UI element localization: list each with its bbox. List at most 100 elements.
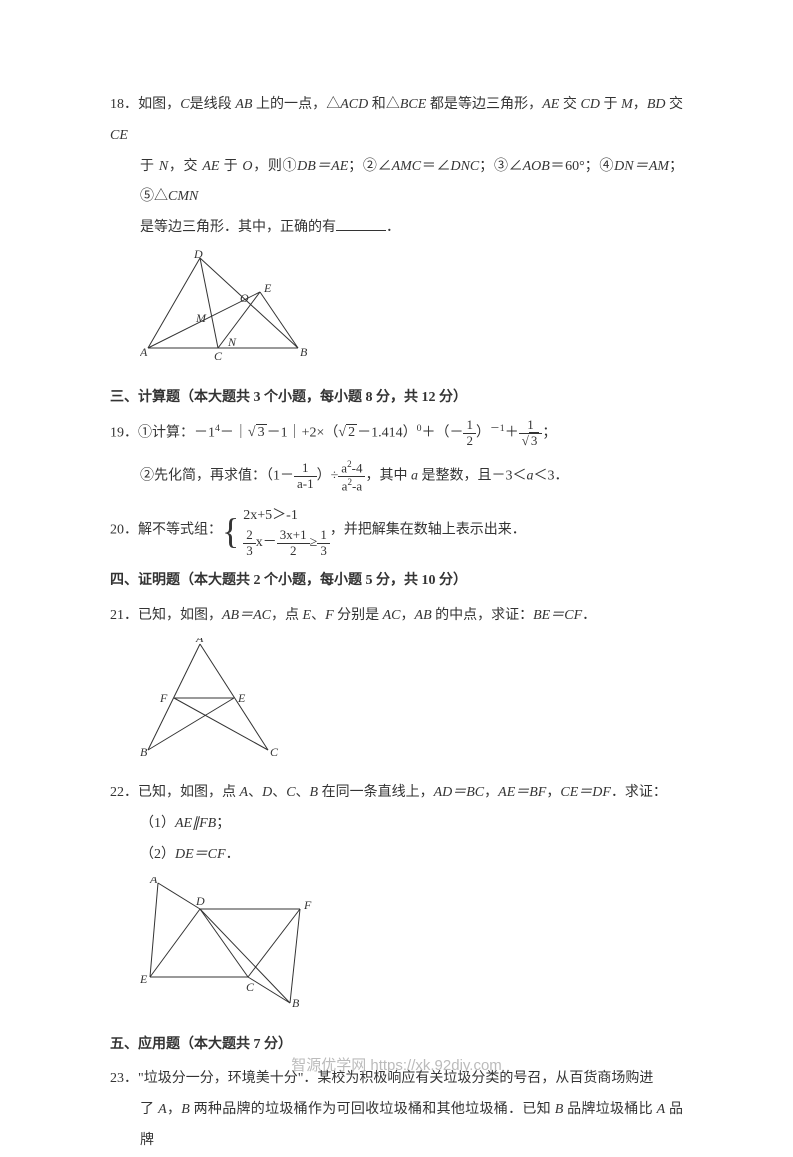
den: 2	[277, 544, 310, 558]
v: A	[240, 785, 249, 800]
rad: 3	[529, 432, 540, 448]
t: ①计算：－1	[138, 425, 215, 440]
v: AE	[542, 97, 559, 112]
v: AE∥FB	[175, 816, 216, 831]
v: AB	[235, 97, 252, 112]
t: ．	[582, 608, 596, 623]
sup: －1	[490, 423, 505, 434]
t: 于	[600, 97, 621, 112]
t: 都是等边三角形，	[426, 97, 542, 112]
t: ，交	[168, 159, 202, 174]
t: －1｜+2×（	[267, 425, 339, 440]
watermark: 智源优学网 https://xk.92diy.com	[0, 1049, 793, 1082]
q20-num: 20．	[110, 523, 138, 538]
svg-text:B: B	[140, 745, 148, 759]
t: 了	[140, 1102, 158, 1117]
geometry-svg: AB CF E	[140, 638, 280, 760]
num: 1	[294, 461, 317, 476]
t: ，	[484, 785, 498, 800]
svg-text:E: E	[140, 972, 148, 986]
svg-text:F: F	[303, 898, 312, 912]
v: BCE	[400, 97, 426, 112]
v: C	[180, 97, 189, 112]
question-19: 19．①计算：－14－｜3－1｜+2×（2－1.414）0＋（－12）－1＋13…	[110, 418, 683, 494]
t: 、	[296, 785, 310, 800]
t: ，	[633, 97, 647, 112]
svg-text:B: B	[292, 996, 300, 1009]
t: －1.414）	[357, 425, 417, 440]
t: 解不等式组：	[138, 523, 222, 538]
q22-num: 22．	[110, 785, 138, 800]
q22-p1: （1）AE∥FB；	[110, 809, 683, 840]
blank-fill	[336, 217, 386, 231]
t: ；③∠	[479, 159, 522, 174]
v: CMN	[168, 189, 198, 204]
geometry-svg: AD FE CB	[140, 877, 320, 1009]
v: CE	[110, 128, 128, 143]
section-3-title: 三、计算题（本大题共 3 个小题，每小题 8 分，共 12 分）	[110, 383, 683, 414]
v: AB＝AC	[222, 608, 271, 623]
num: 3x+1	[277, 528, 310, 543]
brace-icon: {	[222, 522, 239, 540]
question-22: 22．已知，如图，点 A、D、C、B 在同一条直线上，AD＝BC，AE＝BF，C…	[110, 778, 683, 1021]
t: ＝60°；④	[550, 159, 614, 174]
sqrt: 2	[338, 418, 357, 449]
svg-text:C: C	[270, 745, 279, 759]
t: -a	[352, 478, 362, 493]
svg-text:M: M	[195, 311, 207, 325]
q22-diagram: AD FE CB	[140, 877, 683, 1022]
svg-text:E: E	[263, 281, 272, 295]
t: ；	[216, 816, 230, 831]
svg-text:A: A	[195, 638, 204, 645]
q21-text: 21．已知，如图，AB＝AC，点 E、F 分别是 AC，AB 的中点，求证：BE…	[110, 601, 683, 632]
t: 两种品牌的垃圾桶作为可回收垃圾桶和其他垃圾桶．已知	[190, 1102, 555, 1117]
v: A	[657, 1102, 666, 1117]
num: 2	[243, 528, 256, 543]
t: 和△	[368, 97, 400, 112]
svg-text:B: B	[300, 345, 308, 359]
svg-text:A: A	[140, 345, 148, 359]
t: 、	[272, 785, 286, 800]
v: ACD	[340, 97, 368, 112]
q22-p2: （2）DE＝CF．	[110, 840, 683, 871]
t: ，	[167, 1102, 182, 1117]
v: BD	[647, 97, 666, 112]
den: 2	[463, 434, 476, 448]
sys-row1: 2x+5＞-1	[243, 503, 330, 528]
t: ＝∠	[421, 159, 450, 174]
den: a-1	[294, 477, 317, 491]
t: ）÷	[317, 468, 339, 483]
svg-text:N: N	[227, 335, 237, 349]
q18-text2: 于 N，交 AE 于 O，则①DB＝AE；②∠AMC＝∠DNC；③∠AOB＝60…	[110, 152, 683, 214]
v: AMC	[392, 159, 422, 174]
frac: 13	[317, 528, 330, 558]
v: B	[181, 1102, 190, 1117]
question-18: 18．如图，C是线段 AB 上的一点，△ACD 和△BCE 都是等边三角形，AE…	[110, 90, 683, 375]
v: DN＝AM	[614, 159, 669, 174]
v: N	[159, 159, 168, 174]
q21-num: 21．	[110, 608, 138, 623]
t: 上的一点，△	[252, 97, 340, 112]
section-4-title: 四、证明题（本大题共 2 个小题，每小题 5 分，共 10 分）	[110, 566, 683, 597]
v: O	[242, 159, 252, 174]
q19-p2: ②先化简，再求值：（1－1a-1）÷a2-4a2-a，其中 a 是整数，且－3＜…	[110, 459, 683, 493]
t: 于	[140, 159, 159, 174]
t: 如图，	[138, 97, 180, 112]
svg-text:C: C	[246, 980, 255, 994]
svg-text:C: C	[214, 349, 223, 362]
t: 、	[311, 608, 325, 623]
v: AC	[383, 608, 401, 623]
v: D	[262, 785, 272, 800]
t: 是等边三角形．其中，正确的有	[140, 220, 336, 235]
t: -4	[352, 460, 363, 475]
t: 交	[559, 97, 580, 112]
q22-text: 22．已知，如图，点 A、D、C、B 在同一条直线上，AD＝BC，AE＝BF，C…	[110, 778, 683, 809]
svg-text:E: E	[237, 691, 246, 705]
v: BE＝CF	[533, 608, 582, 623]
geometry-svg: AB CD EM NO	[140, 250, 310, 362]
frac: 1a-1	[294, 461, 317, 491]
v: AD＝BC	[434, 785, 485, 800]
q19-num: 19．	[110, 425, 138, 440]
t: ．求证：	[611, 785, 667, 800]
v: AOB	[523, 159, 550, 174]
